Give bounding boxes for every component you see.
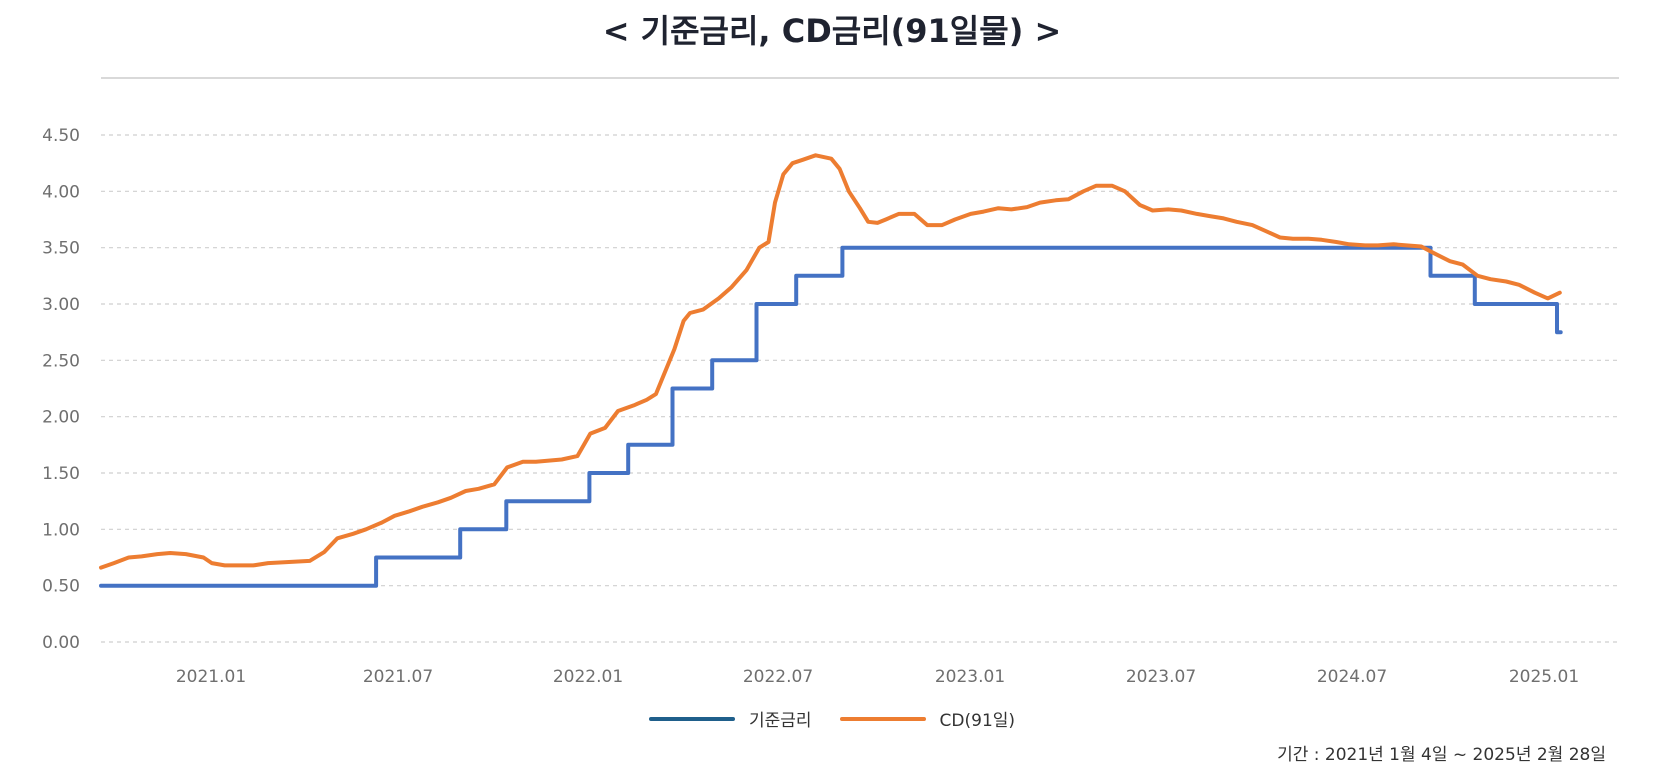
y-tick-label: 4.50	[42, 126, 80, 146]
x-tick-label: 2023.07	[1126, 667, 1196, 687]
y-tick-label: 2.50	[42, 351, 80, 371]
x-tick-label: 2022.07	[743, 667, 813, 687]
legend-item-base-rate[interactable]: 기준금리	[648, 706, 812, 731]
y-tick-label: 1.00	[42, 520, 80, 540]
y-tick-label: 4.00	[42, 182, 80, 202]
period-footnote: 기간 : 2021년 1월 4일 ~ 2025년 2월 28일	[1277, 745, 1606, 765]
y-tick-label: 3.00	[42, 295, 80, 315]
x-tick-label: 2021.01	[176, 667, 246, 687]
x-tick-label: 2023.01	[935, 667, 1005, 687]
x-tick-label: 2021.07	[363, 667, 433, 687]
x-tick-label: 2025.01	[1509, 667, 1579, 687]
legend-label-base-rate: 기준금리	[748, 711, 812, 731]
series-line-cd-rate	[99, 153, 1562, 570]
legend: 기준금리 CD(91일)	[0, 706, 1664, 731]
chart-title: < 기준금리, CD금리(91일물) >	[602, 12, 1062, 50]
plot-area: 0.00 0.50 1.00 1.50 2.00 2.50 3.00 3.50 4.00 4.50…	[42, 126, 1619, 687]
legend-swatch-cd-rate	[839, 716, 926, 721]
legend-swatch-base-rate	[648, 716, 735, 721]
y-tick-label: 1.50	[42, 464, 80, 484]
y-tick-label: 3.50	[42, 239, 80, 259]
legend-label-cd-rate: CD(91일)	[939, 711, 1016, 731]
legend-item-cd-rate[interactable]: CD(91일)	[839, 706, 1016, 731]
x-tick-label: 2024.07	[1317, 667, 1387, 687]
y-tick-label: 0.00	[42, 633, 80, 653]
title-divider	[101, 77, 1619, 79]
series-line-base-rate	[99, 245, 1563, 588]
y-tick-label: 2.00	[42, 408, 80, 428]
x-tick-label: 2022.01	[553, 667, 623, 687]
y-tick-label: 0.50	[42, 577, 80, 597]
